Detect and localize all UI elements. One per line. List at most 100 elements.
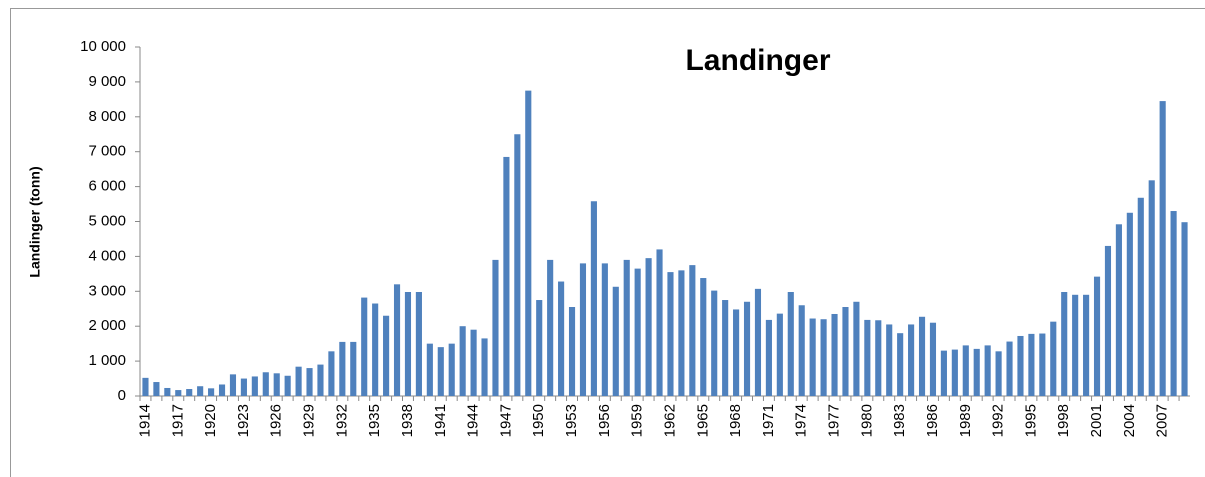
- x-tick-label: 1935: [366, 404, 383, 437]
- bar: [678, 270, 685, 396]
- y-tick-label: 7 000: [88, 143, 126, 160]
- x-tick-label: 1959: [629, 404, 646, 437]
- bar: [809, 318, 816, 396]
- bar: [153, 382, 160, 396]
- x-tick-label: 1977: [826, 404, 843, 437]
- bar: [689, 265, 696, 396]
- x-tick-label: 1929: [301, 404, 318, 437]
- bar: [1104, 245, 1112, 396]
- x-tick-label: 1968: [727, 404, 744, 437]
- bar: [306, 368, 313, 396]
- bar: [208, 388, 215, 396]
- chart-title: Landinger: [685, 44, 830, 77]
- bar: [743, 301, 751, 396]
- bar: [262, 372, 269, 396]
- bar: [612, 286, 619, 396]
- bar: [503, 156, 510, 396]
- x-tick-label: 1917: [169, 404, 186, 437]
- bar: [229, 374, 237, 396]
- x-tick-label: 2001: [1088, 404, 1105, 437]
- bar: [1170, 211, 1177, 396]
- y-tick-label: 6 000: [88, 178, 126, 195]
- bar: [951, 349, 958, 396]
- bar: [361, 297, 368, 396]
- x-tick-label: 1974: [793, 404, 810, 437]
- bar: [754, 288, 762, 396]
- bar: [1126, 212, 1133, 396]
- bar: [623, 259, 630, 396]
- y-tick-label: 4 000: [88, 247, 126, 264]
- bar: [568, 307, 576, 396]
- bar: [973, 348, 980, 396]
- x-tick-label: 1980: [858, 404, 875, 437]
- x-tick-label: 1920: [202, 404, 219, 437]
- y-tick-label: 2 000: [88, 317, 126, 334]
- bar: [864, 319, 871, 396]
- bar: [995, 351, 1002, 396]
- bar: [1159, 101, 1166, 396]
- y-tick-label: 8 000: [88, 108, 126, 125]
- bar: [787, 291, 794, 396]
- bar: [415, 291, 422, 396]
- x-tick-label: 1938: [399, 404, 416, 437]
- bar: [175, 390, 182, 396]
- x-tick-label: 1926: [268, 404, 285, 437]
- x-tick-label: 1914: [136, 404, 153, 437]
- bar: [776, 313, 783, 396]
- bar: [251, 376, 258, 396]
- bar: [383, 315, 390, 396]
- bar: [711, 290, 718, 396]
- bar: [962, 345, 969, 396]
- y-tick-label: 9 000: [88, 73, 126, 90]
- bar: [328, 351, 335, 396]
- bar: [579, 263, 587, 396]
- y-axis-label: Landinger (tonn): [27, 166, 43, 277]
- bar: [404, 291, 412, 396]
- bar: [1028, 333, 1035, 396]
- bar: [820, 319, 827, 396]
- bar: [875, 320, 882, 396]
- bar: [273, 373, 280, 396]
- bar: [1039, 333, 1046, 396]
- x-tick-label: 2007: [1154, 404, 1171, 437]
- bar: [514, 134, 521, 396]
- x-tick-label: 1998: [1055, 404, 1072, 437]
- x-tick-label: 1953: [563, 404, 580, 437]
- y-tick-label: 1 000: [88, 352, 126, 369]
- x-tick-label: 1962: [661, 404, 678, 437]
- x-tick-label: 1983: [891, 404, 908, 437]
- x-tick-label: 1971: [760, 404, 777, 437]
- x-tick-label: 1944: [465, 404, 482, 437]
- bar: [393, 284, 401, 396]
- bar: [1181, 222, 1188, 396]
- y-tick-label: 5 000: [88, 212, 126, 229]
- frame: [10, 8, 1205, 477]
- bar: [700, 278, 707, 396]
- bar: [186, 389, 193, 396]
- x-tick-label: 2004: [1121, 404, 1138, 437]
- bar: [1072, 294, 1079, 396]
- x-tick-label: 1923: [235, 404, 252, 437]
- bar: [1115, 224, 1122, 396]
- bar: [1083, 294, 1090, 396]
- bar: [459, 326, 466, 396]
- bar: [831, 313, 838, 396]
- bar: [853, 301, 860, 396]
- bar: [547, 259, 554, 396]
- bar: [448, 343, 455, 396]
- bar: [1017, 335, 1024, 396]
- x-tick-label: 1965: [694, 404, 711, 437]
- bar: [426, 343, 433, 396]
- bar: [722, 300, 729, 396]
- bar: [798, 305, 805, 396]
- bar: [558, 281, 565, 396]
- bar: [470, 329, 477, 396]
- x-tick-label: 1947: [497, 404, 514, 437]
- bar: [940, 350, 947, 396]
- bar: [481, 338, 488, 396]
- bar: [142, 377, 149, 396]
- y-tick-label: 0: [118, 387, 126, 404]
- y-tick-label: 10 000: [80, 38, 126, 55]
- x-tick-label: 1986: [924, 404, 941, 437]
